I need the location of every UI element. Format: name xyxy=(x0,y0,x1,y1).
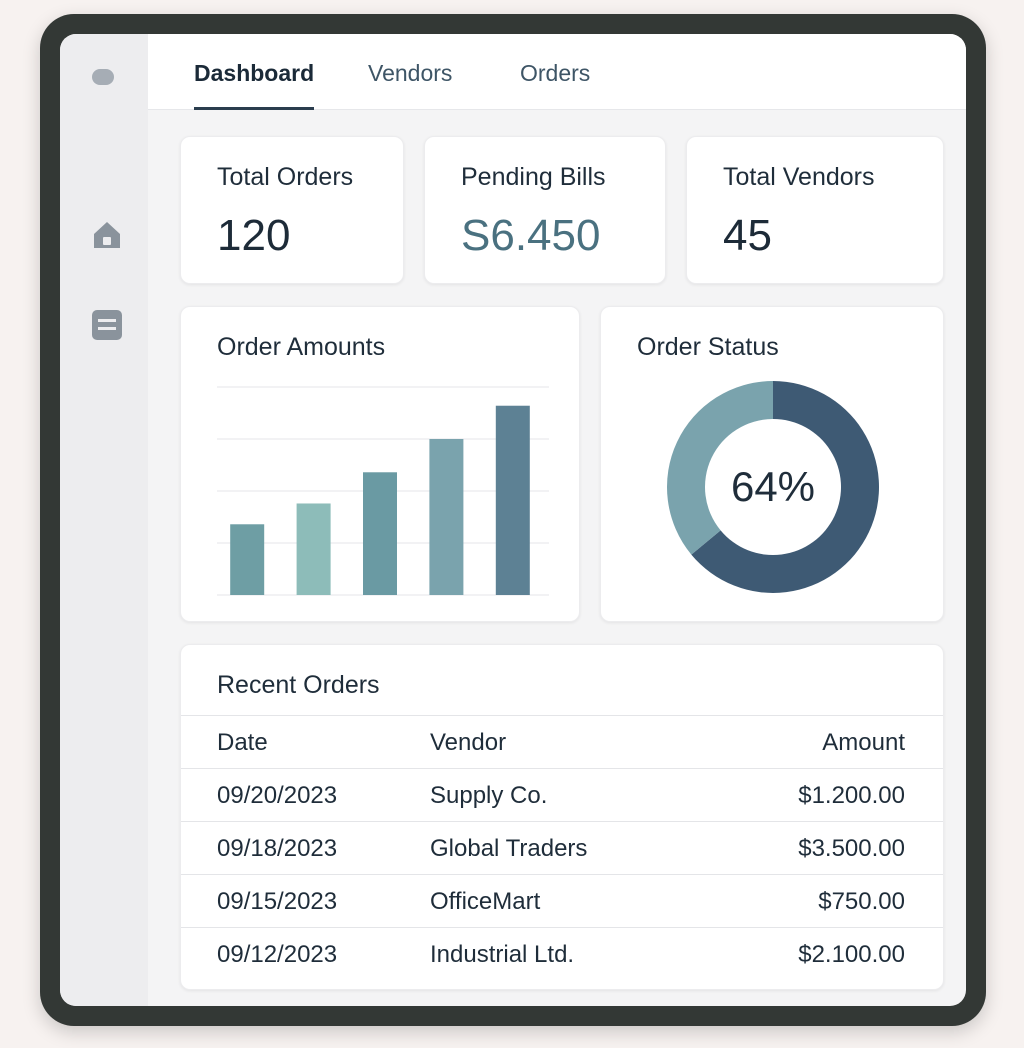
table-row[interactable]: 09/18/2023 Global Traders $3.500.00 xyxy=(181,821,943,874)
home-icon[interactable] xyxy=(90,218,124,252)
order-amounts-bar-chart xyxy=(217,386,549,596)
device-frame: Dashboard Vendors Orders Total Orders 12… xyxy=(40,14,986,1026)
cell-amount: $750.00 xyxy=(818,888,905,915)
bar[interactable] xyxy=(296,503,331,595)
recent-orders-table: Date Vendor Amount 09/20/2023 Supply Co.… xyxy=(181,715,943,980)
cell-vendor: Global Traders xyxy=(430,835,588,862)
cell-amount: $1.200.00 xyxy=(798,782,905,809)
top-tab-bar: Dashboard Vendors Orders xyxy=(148,34,966,110)
cell-amount: $3.500.00 xyxy=(798,835,905,862)
cell-vendor: OfficeMart xyxy=(430,888,541,915)
bar[interactable] xyxy=(495,405,530,595)
donut-center-label: 64% xyxy=(730,463,816,510)
chart-title: Order Amounts xyxy=(217,333,386,361)
stat-value: 120 xyxy=(217,211,291,260)
table-row[interactable]: 09/12/2023 Industrial Ltd. $2.100.00 xyxy=(181,927,943,980)
order-amounts-card: Order Amounts xyxy=(180,306,580,622)
tab-vendors[interactable]: Vendors xyxy=(368,60,453,86)
stat-label: Pending Bills xyxy=(461,163,606,191)
stat-card-pending-bills: Pending Bills S6.450 xyxy=(424,136,666,284)
cell-amount: $2.100.00 xyxy=(798,941,905,968)
column-header-vendor[interactable]: Vendor xyxy=(430,729,507,756)
cell-vendor: Industrial Ltd. xyxy=(430,941,575,968)
cell-date: 09/20/2023 xyxy=(217,782,338,809)
stat-card-total-orders: Total Orders 120 xyxy=(180,136,404,284)
stat-label: Total Orders xyxy=(217,163,354,191)
table-row[interactable]: 09/15/2023 OfficeMart $750.00 xyxy=(181,874,943,927)
tab-dashboard[interactable]: Dashboard xyxy=(194,60,315,110)
cell-date: 09/18/2023 xyxy=(217,835,338,862)
stat-card-total-vendors: Total Vendors 45 xyxy=(686,136,944,284)
table-row[interactable]: 09/20/2023 Supply Co. $1.200.00 xyxy=(181,768,943,821)
cell-date: 09/15/2023 xyxy=(217,888,338,915)
list-icon[interactable] xyxy=(90,308,124,342)
donut-slice[interactable] xyxy=(691,381,879,593)
sidebar xyxy=(60,34,148,1006)
column-header-date[interactable]: Date xyxy=(217,729,268,756)
app-screen: Dashboard Vendors Orders Total Orders 12… xyxy=(60,34,966,1006)
order-status-card: Order Status 64% xyxy=(600,306,944,622)
sidebar-handle[interactable] xyxy=(92,69,114,85)
stat-value: 45 xyxy=(723,211,772,260)
cell-date: 09/12/2023 xyxy=(217,941,338,968)
column-header-amount[interactable]: Amount xyxy=(822,729,905,756)
stat-value: S6.450 xyxy=(461,211,601,260)
table-header-row: Date Vendor Amount xyxy=(181,715,943,768)
stat-label: Total Vendors xyxy=(723,163,875,191)
tab-orders[interactable]: Orders xyxy=(520,60,591,86)
bar[interactable] xyxy=(429,439,464,595)
order-status-donut-chart xyxy=(667,381,879,593)
cell-vendor: Supply Co. xyxy=(430,782,548,809)
bar[interactable] xyxy=(363,472,397,595)
donut-slice[interactable] xyxy=(667,381,773,555)
table-title: Recent Orders xyxy=(217,671,380,699)
chart-title: Order Status xyxy=(637,333,779,361)
bar[interactable] xyxy=(230,524,265,595)
recent-orders-card: Recent Orders Date Vendor Amount 09/20/2… xyxy=(180,644,944,990)
